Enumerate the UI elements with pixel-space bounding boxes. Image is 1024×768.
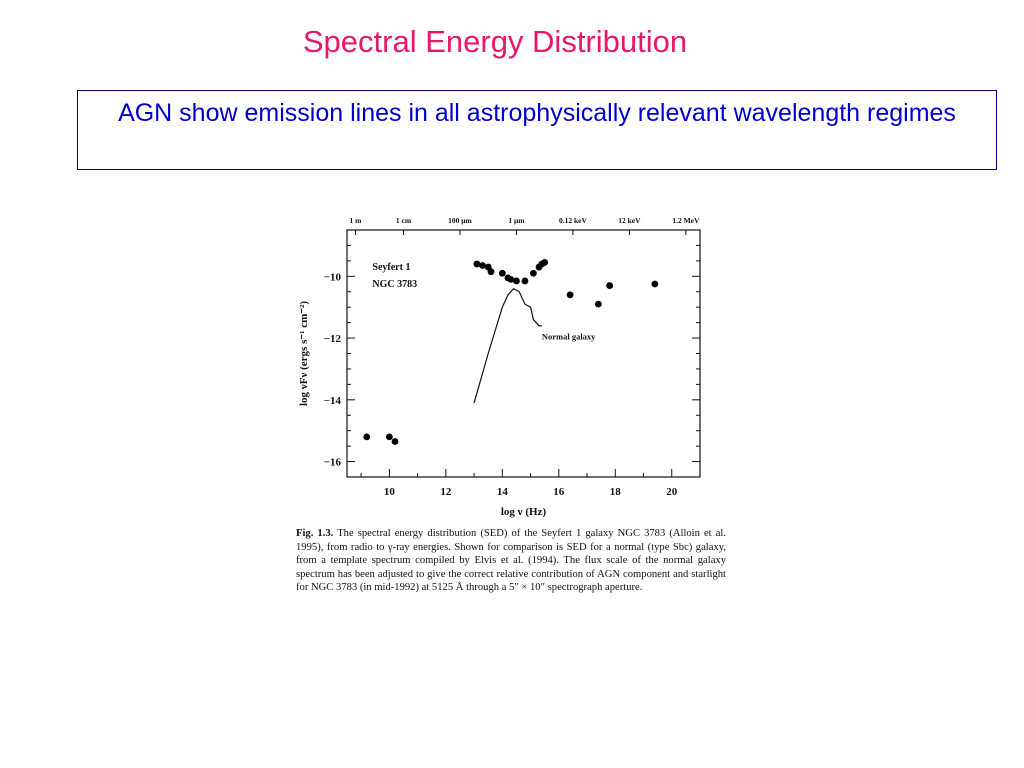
y-tick-label: −14 <box>324 395 342 407</box>
x-tick-label: 18 <box>610 486 622 498</box>
seyfert-data-point <box>566 291 574 299</box>
caption-text: The spectral energy distribution (SED) o… <box>296 528 726 594</box>
y-tick-label: −10 <box>324 271 342 283</box>
seyfert-data-point <box>498 269 506 277</box>
top-axis-label: 1.2 MeV <box>672 216 700 225</box>
seyfert-data-point <box>651 280 659 288</box>
top-axis-label: 1 cm <box>396 216 412 225</box>
seyfert-data-point <box>473 260 481 268</box>
top-axis-label: 12 keV <box>618 216 641 225</box>
seyfert-data-point <box>606 282 614 289</box>
seyfert-data-point <box>521 277 529 285</box>
x-tick-label: 14 <box>497 486 509 498</box>
top-axis-label: 0.12 keV <box>559 216 588 225</box>
seyfert-data-point <box>385 433 393 441</box>
seyfert-data-point <box>507 276 515 283</box>
seyfert-data-point <box>479 262 486 269</box>
normal-galaxy-line <box>473 287 542 404</box>
seyfert-data-point <box>594 300 602 308</box>
seyfert-data-point <box>513 277 520 285</box>
figure-caption: Fig. 1.3. The spectral energy distributi… <box>296 527 726 595</box>
top-axis-label: 1 μm <box>508 216 525 225</box>
x-tick-label: 20 <box>666 486 678 498</box>
seyfert-data-point <box>391 438 399 445</box>
callout-text: AGN show emission lines in all astrophys… <box>118 99 956 127</box>
x-tick-label: 12 <box>440 486 452 498</box>
sed-chart: 10 12 14 16 18 20 1 m 1 cm 100 μm 1 μm 0.12 keV 12 … <box>298 216 701 518</box>
seyfert-data-point <box>529 269 537 277</box>
seyfert-data-point <box>487 268 495 276</box>
y-tick-label: −16 <box>324 457 342 469</box>
y-tick-label: −12 <box>324 333 342 345</box>
seyfert-data-point <box>541 259 549 266</box>
x-axis-label: log ν (Hz) <box>501 506 547 518</box>
top-axis-label: 1 m <box>350 216 363 225</box>
y-axis-label: log νFν (ergs s⁻¹ cm⁻²) <box>298 301 310 406</box>
top-axis-label: 100 μm <box>448 216 472 225</box>
chart-annotation: Seyfert 1 <box>372 262 410 273</box>
chart-annotation: Normal galaxy <box>542 332 596 342</box>
slide-title: Spectral Energy Distribution <box>302 24 688 59</box>
x-tick-label: 16 <box>553 486 565 498</box>
seyfert-data-point <box>363 433 371 441</box>
callout-box: AGN show emission lines in all astrophys… <box>77 90 997 170</box>
x-tick-label: 10 <box>384 486 396 498</box>
chart-annotation: NGC 3783 <box>372 279 417 290</box>
sed-figure: 10 12 14 16 18 20 1 m 1 cm 100 μm 1 μm 0.12 keV 12 … <box>290 205 730 625</box>
caption-label: Fig. 1.3. <box>296 528 334 539</box>
